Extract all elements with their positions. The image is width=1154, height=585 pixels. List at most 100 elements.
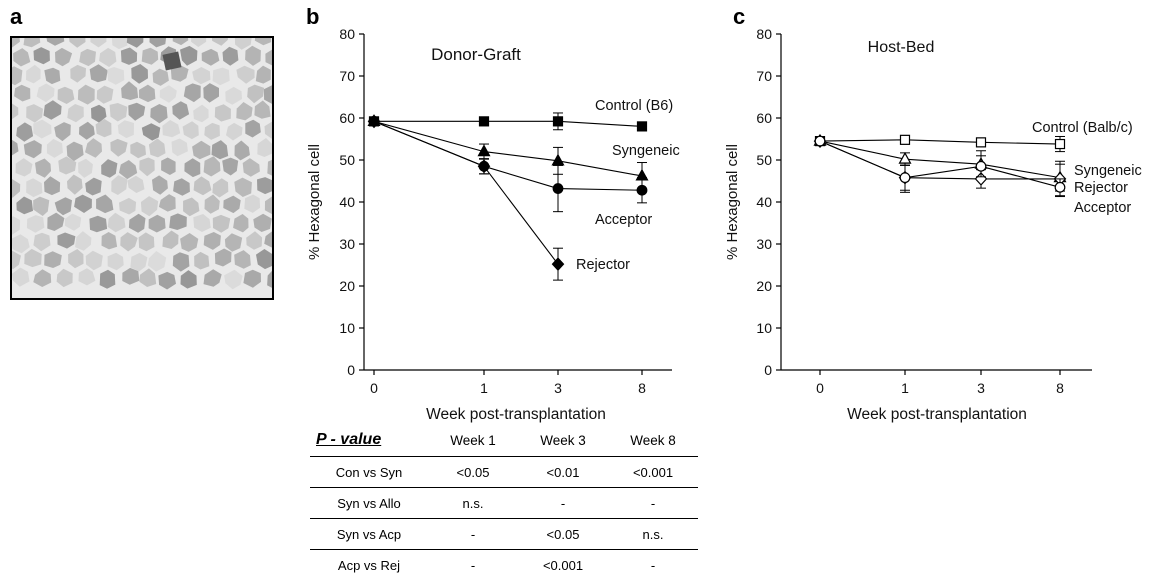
endothelial-cell [111,175,128,195]
x-tick-label: 3 [554,380,562,396]
endothelial-cell [54,197,72,216]
endothelial-cell [130,141,146,159]
endothelial-cell [35,158,51,178]
endothelial-cell [44,251,62,268]
endothelial-cell [12,179,21,198]
endothelial-cell [44,176,61,196]
table-cell: <0.05 [518,518,608,550]
endothelial-cell [15,158,33,177]
endothelial-cell [203,83,219,103]
endothelial-cell [172,252,190,272]
table-cell: Acp vs Rej [337,557,401,573]
series-line [373,120,559,265]
endothelial-cell [172,38,189,46]
endothelial-cell [131,64,148,84]
table-cell: n.s. [608,518,698,550]
endothelial-cell [211,38,228,46]
endothelial-cell [257,177,272,195]
endothelial-cell [255,65,271,84]
endothelial-cell [203,232,221,250]
endothelial-cell [96,194,114,214]
cell-mosaic-image [12,38,272,298]
series-rejector [367,114,565,281]
endothelial-cell [192,140,211,160]
series-annotation: Acceptor [595,212,652,228]
endothelial-cell [246,231,263,250]
series-annotation: Control (B6) [595,98,673,114]
endothelial-cell [264,231,272,248]
data-point [551,257,565,272]
endothelial-cell [224,233,243,252]
dark-cell-artifact [162,51,182,71]
series-control-balb-c [814,134,1066,153]
endothelial-cell [58,156,77,175]
endothelial-cell [46,38,65,46]
series-line [819,139,1061,145]
endothelial-cell [267,159,272,176]
panel-c-letter: c [733,4,746,29]
endothelial-cell [119,160,138,180]
table-cell: Syn vs Acp [310,518,428,550]
endothelial-cell [264,196,272,215]
endothelial-cell [78,268,96,286]
endothelial-cell [126,38,144,48]
endothelial-cell [70,64,86,83]
endothelial-cell [101,232,118,250]
endothelial-cell [85,250,103,271]
data-point [899,172,911,184]
endothelial-cell [117,120,134,139]
data-point [552,183,564,194]
endothelial-cell [171,138,188,157]
endothelial-cell [161,157,176,175]
panel-a-letter: a [10,4,23,29]
table-cell: Syn vs Allo [310,487,428,519]
endothelial-cell [96,85,114,104]
endothelial-cell [26,178,43,198]
series-annotation: Syngeneic [612,143,680,159]
endothelial-cell [12,139,19,156]
endothelial-cell [91,104,107,123]
endothelial-cell [264,121,272,139]
endothelial-cell [148,138,166,158]
endothelial-cell [141,123,161,141]
endothelial-cell [140,196,159,217]
endothelial-cell [214,248,232,267]
endothelial-cell [79,48,96,67]
endothelial-cell [23,38,41,48]
endothelial-cell [89,215,108,233]
series-annotation: Rejector [576,257,630,273]
endothelial-cell [128,213,146,233]
endothelial-cell [244,194,261,213]
y-tick-label: 40 [756,194,772,210]
endothelial-cell [236,65,255,84]
endothelial-cell [122,267,140,285]
table-cell: - [518,487,608,519]
endothelial-cell [245,119,261,138]
endothelial-cell [147,251,167,272]
endothelial-cell [12,103,19,120]
endothelial-cell [211,140,229,160]
y-tick-label: 80 [756,26,772,42]
series-control-b6 [368,112,648,132]
endothelial-cell [212,214,231,233]
endothelial-cell [68,249,84,269]
endothelial-cell [182,121,199,140]
series-syngeneic [367,114,649,190]
endothelial-cell [110,138,128,157]
x-tick-label: 8 [638,380,646,396]
series-rejector [813,134,1067,198]
endothelial-cell [152,175,168,195]
endothelial-cell [139,157,155,177]
endothelial-cell [253,213,272,232]
endothelial-cell [44,67,61,85]
endothelial-cell [148,214,166,233]
data-point [636,121,648,132]
table-cell: Con vs Syn [310,456,428,488]
endothelial-cell [95,119,112,138]
endothelial-cell [222,46,239,66]
endothelial-cell [36,83,55,103]
endothelial-cell [201,48,220,66]
endothelial-cell [183,83,201,103]
endothelial-cell [194,251,210,270]
endothelial-cell [245,45,261,66]
